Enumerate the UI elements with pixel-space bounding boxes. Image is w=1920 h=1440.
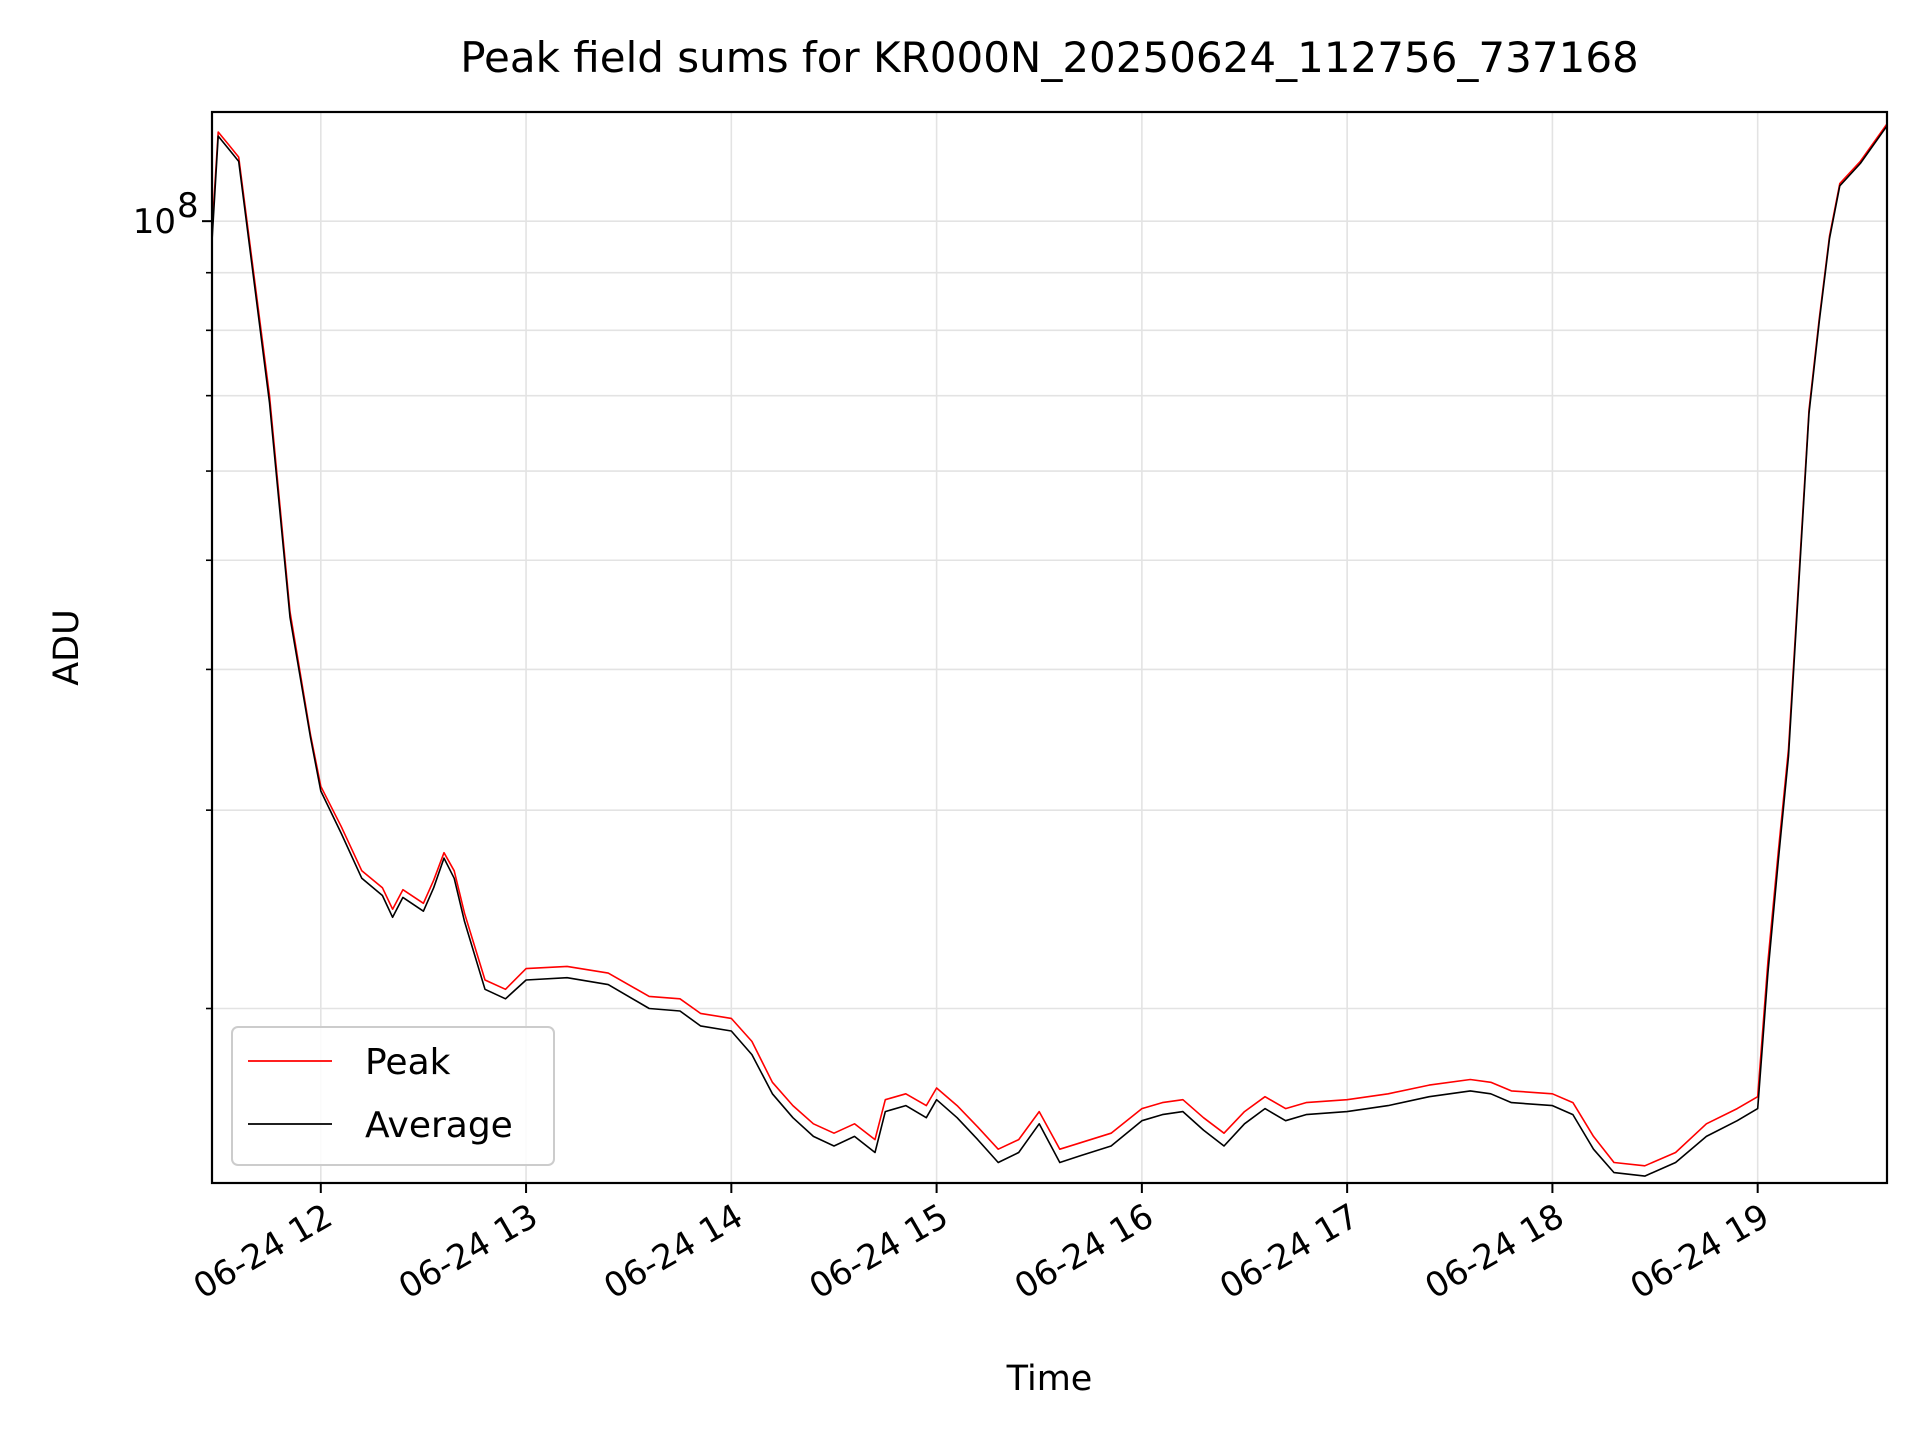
y-tick-exponent: 8 (177, 186, 199, 226)
chart-title: Peak field sums for KR000N_20250624_1127… (460, 33, 1639, 82)
series-line-peak (212, 123, 1887, 1167)
grid (212, 112, 1887, 1183)
y-tick-label: 10 (133, 202, 176, 242)
legend: Peak Average (231, 1026, 555, 1166)
series-line-average (212, 125, 1887, 1177)
legend-label-average: Average (365, 1105, 513, 1146)
series-layer (212, 123, 1887, 1177)
y-tick-base: 10 (133, 202, 176, 242)
y-axis-label: ADU (47, 609, 87, 686)
plot-frame (210, 110, 1889, 1185)
legend-label-peak: Peak (365, 1042, 451, 1083)
x-axis-label: Time (1006, 1359, 1093, 1399)
